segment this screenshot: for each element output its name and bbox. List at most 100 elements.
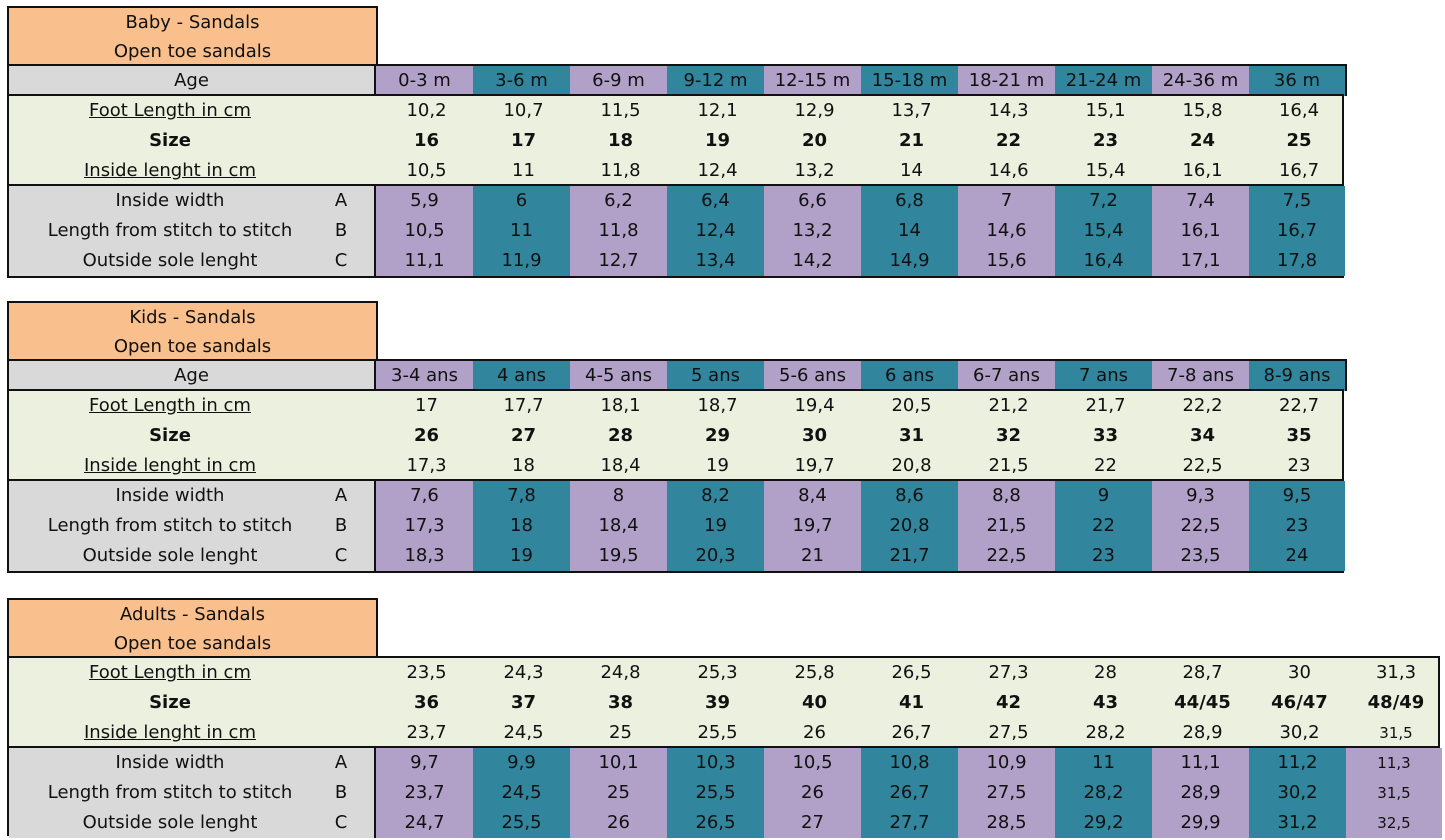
age-cell: 3-6 m — [473, 66, 570, 96]
inside-width-cell: 10,8 — [861, 748, 958, 778]
foot-length-cell: 21,2 — [988, 395, 1029, 416]
size-cell: 42 — [995, 692, 1022, 713]
inside-length-row: Inside lenght in cm 10,5 11 11,8 12,4 13… — [9, 156, 1347, 186]
stitch-length-row: Length from stitch to stitch B 23,7 24,5 … — [9, 778, 1442, 808]
age-cell: 6-7 ans — [958, 361, 1055, 391]
inside-length-cell: 23 — [1287, 455, 1311, 476]
stitch-length-cell: 14,6 — [958, 216, 1055, 246]
stitch-length-cell: 23,7 — [376, 778, 473, 808]
size-cell: 23 — [1092, 130, 1119, 151]
age-cell: 21-24 m — [1055, 66, 1152, 96]
sole-length-cell: 27,7 — [861, 808, 958, 838]
dimension-letter: A — [334, 752, 348, 773]
sole-length-row: Outside sole lenght C 11,1 11,9 12,7 13,4… — [9, 246, 1345, 276]
inside-width-cell: 6,6 — [764, 186, 861, 216]
size-cell: 35 — [1286, 425, 1312, 446]
stitch-length-label: Length from stitch to stitch — [47, 515, 293, 536]
size-row: Size 16 17 18 19 20 21 22 23 24 25 — [9, 126, 1347, 156]
foot-length-cell: 10,7 — [503, 100, 544, 121]
inside-length-cell: 21,5 — [988, 455, 1029, 476]
age-cell: 12-15 m — [764, 66, 861, 96]
foot-length-cell: 25,8 — [794, 662, 835, 683]
stitch-length-cell: 18,4 — [570, 511, 667, 541]
inside-length-cell: 28,2 — [1085, 722, 1126, 743]
table-title: Adults - Sandals — [120, 604, 265, 625]
inside-length-cell: 25,5 — [697, 722, 738, 743]
dimension-letter: C — [334, 812, 348, 833]
inside-width-cell: 11 — [1055, 748, 1152, 778]
size-row: Size 36 37 38 39 40 41 42 43 44/45 46/47… — [9, 688, 1444, 718]
sole-length-cell: 13,4 — [667, 246, 764, 276]
foot-length-cell: 27,3 — [988, 662, 1029, 683]
size-cell: 30 — [801, 425, 828, 446]
age-cell: 6 ans — [861, 361, 958, 391]
table-subtitle: Open toe sandals — [113, 633, 272, 654]
size-cell: 41 — [898, 692, 925, 713]
inside-length-cell: 17,3 — [406, 455, 447, 476]
stitch-length-row: Length from stitch to stitch B 10,5 11 11… — [9, 216, 1345, 246]
inside-width-cell: 9 — [1055, 481, 1152, 511]
size-cell: 19 — [704, 130, 731, 151]
foot-length-cell: 28 — [1094, 662, 1117, 683]
inside-length-cell: 15,4 — [1085, 160, 1126, 181]
size-cell: 17 — [510, 130, 537, 151]
stitch-length-cell: 12,4 — [667, 216, 764, 246]
size-cell: 33 — [1092, 425, 1119, 446]
size-cell: 48/49 — [1367, 692, 1425, 713]
inside-width-cell: 9,9 — [473, 748, 570, 778]
stitch-length-cell: 22 — [1055, 511, 1152, 541]
inside-length-cell: 26 — [803, 722, 826, 743]
sole-length-cell: 11,9 — [473, 246, 570, 276]
sole-length-cell: 16,4 — [1055, 246, 1152, 276]
inside-length-cell: 11 — [512, 160, 535, 181]
size-cell: 39 — [704, 692, 731, 713]
sole-length-label: Outside sole lenght — [82, 545, 258, 566]
dimension-block: Inside width A 7,6 7,8 8 8,2 8,4 8,6 8,8 … — [7, 479, 1345, 573]
inside-length-cell: 10,5 — [406, 160, 447, 181]
inside-length-cell: 16,7 — [1278, 160, 1320, 181]
foot-length-cell: 15,8 — [1182, 100, 1223, 121]
stitch-length-cell: 18 — [473, 511, 570, 541]
sole-length-cell: 20,3 — [667, 541, 764, 571]
foot-length-label: Foot Length in cm — [89, 395, 251, 416]
foot-length-cell: 26,5 — [891, 662, 932, 683]
sole-length-cell: 25,5 — [473, 808, 570, 838]
inside-width-label: Inside width — [115, 190, 225, 211]
dimension-letter: B — [334, 782, 348, 803]
sole-length-cell: 27 — [764, 808, 861, 838]
foot-length-label: Foot Length in cm — [89, 662, 251, 683]
size-row: Size 26 27 28 29 30 31 32 33 34 35 — [9, 421, 1347, 451]
inside-width-cell: 9,7 — [376, 748, 473, 778]
stitch-length-cell: 10,5 — [376, 216, 473, 246]
foot-length-cell: 13,7 — [891, 100, 932, 121]
size-cell: 22 — [995, 130, 1022, 151]
stitch-length-cell: 20,8 — [861, 511, 958, 541]
stitch-length-cell: 14 — [861, 216, 958, 246]
age-cell: 15-18 m — [861, 66, 958, 96]
inside-length-cell: 23,7 — [406, 722, 447, 743]
foot-length-row: Foot Length in cm 10,2 10,7 11,5 12,1 12… — [9, 96, 1347, 126]
age-cell: 4 ans — [473, 361, 570, 391]
sole-length-cell: 14,9 — [861, 246, 958, 276]
measure-block: Foot Length in cm 10,2 10,7 11,5 12,1 12… — [7, 94, 1344, 186]
inside-width-cell: 7,4 — [1152, 186, 1249, 216]
sole-length-cell: 28,5 — [958, 808, 1055, 838]
age-row: Age 0-3 m 3-6 m 6-9 m 9-12 m 12-15 m 15-… — [7, 64, 1347, 96]
measure-block: Foot Length in cm 17 17,7 18,1 18,7 19,4… — [7, 389, 1344, 481]
inside-width-cell: 10,5 — [764, 748, 861, 778]
size-cell: 43 — [1092, 692, 1119, 713]
table-subtitle: Open toe sandals — [113, 336, 272, 357]
stitch-length-cell: 28,9 — [1152, 778, 1249, 808]
inside-width-cell: 9,5 — [1249, 481, 1345, 511]
stitch-length-cell: 27,5 — [958, 778, 1055, 808]
size-label: Size — [149, 425, 191, 446]
foot-length-cell: 12,1 — [697, 100, 738, 121]
size-cell: 18 — [607, 130, 634, 151]
inside-length-cell: 20,8 — [891, 455, 932, 476]
size-cell: 46/47 — [1271, 692, 1328, 713]
inside-width-label: Inside width — [115, 752, 225, 773]
stitch-length-cell: 30,2 — [1249, 778, 1346, 808]
size-cell: 24 — [1189, 130, 1216, 151]
inside-width-cell: 10,1 — [570, 748, 667, 778]
size-cell: 29 — [704, 425, 731, 446]
